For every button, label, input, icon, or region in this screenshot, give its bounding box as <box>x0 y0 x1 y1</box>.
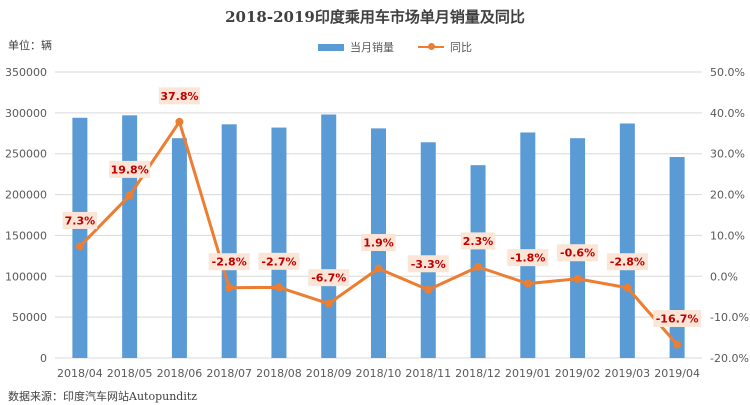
legend-bar-swatch <box>318 43 344 51</box>
y-left-tick-label: 200000 <box>5 189 47 202</box>
line-point <box>75 242 84 251</box>
y-right-tick-label: 50.0% <box>710 66 745 79</box>
line-point <box>474 262 483 271</box>
data-label: -0.6% <box>560 247 595 260</box>
legend-label-sales: 当月销量 <box>350 41 394 54</box>
y-right-tick-label: 10.0% <box>710 229 745 242</box>
data-label: -1.8% <box>510 252 545 265</box>
line-point <box>673 340 682 349</box>
unit-label: 单位：辆 <box>8 39 52 52</box>
y-right-tick-label: 40.0% <box>710 107 745 120</box>
bar <box>669 156 685 358</box>
bar <box>271 127 287 359</box>
line-point <box>424 285 433 294</box>
data-label-bg <box>158 87 200 105</box>
y-left-tick-label: 300000 <box>5 107 47 120</box>
bar <box>420 142 436 358</box>
y-left-tick-label: 250000 <box>5 148 47 161</box>
bar <box>470 165 486 358</box>
line-point <box>324 299 333 308</box>
data-label: 1.9% <box>363 237 394 250</box>
data-label-bg <box>606 253 648 271</box>
line-point <box>573 274 582 283</box>
x-tick-label: 2019/04 <box>654 367 700 380</box>
y-left-tick-label: 0 <box>40 352 47 365</box>
data-label: -16.7% <box>656 313 699 326</box>
line-point <box>175 117 184 126</box>
x-tick-label: 2018/11 <box>405 367 451 380</box>
legend-label-yoy: 同比 <box>450 41 472 54</box>
bar <box>221 124 237 358</box>
data-label: -2.7% <box>261 255 296 268</box>
data-label: 37.8% <box>160 90 198 103</box>
data-label-bg <box>407 255 449 273</box>
bar <box>122 115 138 359</box>
y-right-tick-label: 30.0% <box>710 148 745 161</box>
bar <box>321 114 337 359</box>
x-tick-label: 2018/04 <box>57 367 103 380</box>
data-label: -6.7% <box>311 272 346 285</box>
data-label: 2.3% <box>463 235 494 248</box>
x-tick-label: 2018/06 <box>157 367 203 380</box>
bar <box>520 132 536 358</box>
source-label: 数据来源：印度汽车网站Autopunditz <box>8 390 198 403</box>
data-label-bg <box>557 244 599 262</box>
y-right-tick-label: 0.0% <box>710 270 738 283</box>
x-tick-label: 2019/02 <box>555 367 601 380</box>
data-label-bg <box>258 252 300 270</box>
data-label: -2.8% <box>212 256 247 269</box>
bar <box>72 117 88 358</box>
data-label-bg <box>62 211 98 229</box>
x-tick-label: 2018/12 <box>455 367 501 380</box>
line-point <box>274 283 283 292</box>
data-label-bg <box>653 310 701 328</box>
x-tick-label: 2018/08 <box>256 367 302 380</box>
data-label-bg <box>460 232 496 250</box>
legend-item-sales: 当月销量 <box>318 39 394 55</box>
y-left-tick-label: 150000 <box>5 229 47 242</box>
data-label: -2.8% <box>610 256 645 269</box>
y-right-tick-label: -20.0% <box>710 352 749 365</box>
x-tick-label: 2018/09 <box>306 367 352 380</box>
y-right-tick-label: 20.0% <box>710 189 745 202</box>
bar <box>171 138 187 358</box>
y-left-tick-label: 350000 <box>5 66 47 79</box>
y-left-tick-label: 100000 <box>5 270 47 283</box>
data-label-bg <box>208 253 250 271</box>
data-label: 19.8% <box>111 163 149 176</box>
line-point <box>125 191 134 200</box>
data-label-bg <box>308 269 350 287</box>
line-point <box>623 283 632 292</box>
data-label-bg <box>109 160 151 178</box>
data-label-bg <box>361 234 396 252</box>
x-tick-label: 2019/01 <box>505 367 551 380</box>
line-point <box>374 264 383 273</box>
legend-item-yoy: 同比 <box>418 39 472 55</box>
legend: 当月销量 同比 <box>318 39 496 55</box>
chart-title: 2018-2019印度乘用车市场单月销量及同比 <box>225 8 525 26</box>
y-right-tick-label: -10.0% <box>710 311 749 324</box>
x-tick-label: 2018/05 <box>107 367 153 380</box>
y-left-tick-label: 50000 <box>12 311 47 324</box>
data-label: 7.3% <box>65 214 96 227</box>
x-tick-label: 2018/07 <box>206 367 252 380</box>
line-point <box>225 283 234 292</box>
line-point <box>523 279 532 288</box>
legend-line-swatch <box>418 43 444 50</box>
x-tick-label: 2019/03 <box>604 367 650 380</box>
x-tick-label: 2018/10 <box>356 367 402 380</box>
data-label-bg <box>507 249 549 267</box>
bar <box>619 123 635 358</box>
data-label: -3.3% <box>411 258 446 271</box>
